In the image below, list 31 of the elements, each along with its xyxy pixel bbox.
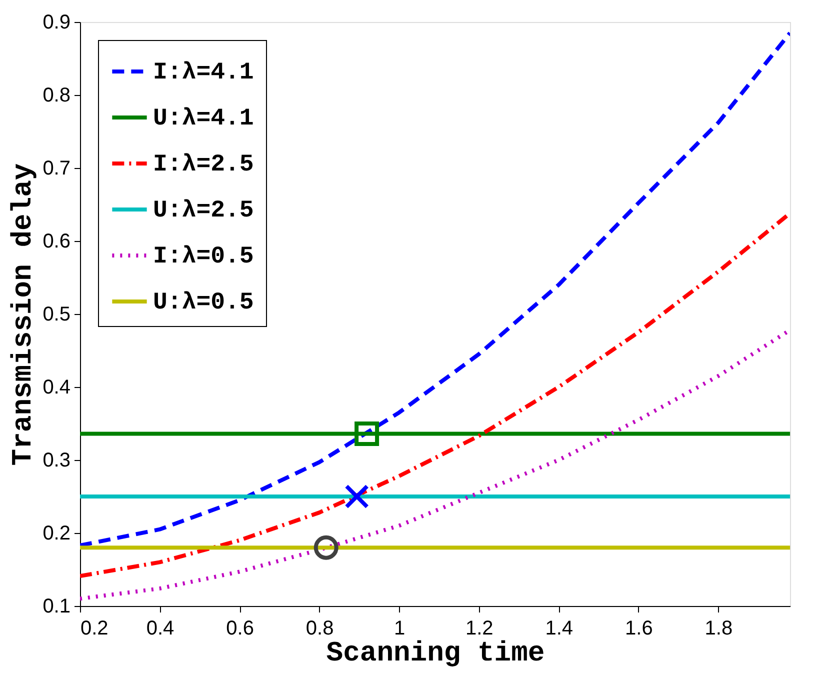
- x-tick-label: 1: [394, 618, 406, 640]
- y-tick-label: 0.1: [42, 596, 70, 618]
- point: [314, 535, 338, 560]
- x-tick-label: 0.6: [226, 618, 254, 640]
- legend-label: U:λ=4.1: [153, 106, 254, 132]
- point: [344, 484, 370, 509]
- y-tick-label: 0.2: [42, 522, 70, 544]
- legend-label: U:λ=2.5: [153, 198, 254, 224]
- y-tick-label: 0.5: [42, 304, 70, 326]
- point: [354, 421, 380, 446]
- legend-label: I:λ=0.5: [153, 244, 254, 270]
- x-tick-label: 0.4: [146, 618, 174, 640]
- line-series: [80, 328, 790, 601]
- legend-label: I:λ=2.5: [153, 152, 254, 178]
- x-tick-label: 1.6: [625, 618, 653, 640]
- legend-label: U:λ=0.5: [153, 290, 254, 316]
- x-tick-label: 0.2: [80, 618, 108, 640]
- x-tick-label: 1.8: [704, 618, 733, 640]
- x-tick-label: 1.4: [545, 618, 574, 640]
- y-tick-label: 0.3: [42, 450, 70, 472]
- y-tick-label: 0.8: [42, 84, 70, 106]
- y-tick-label: 0.6: [42, 230, 70, 252]
- x-axis-title: Scanning time: [326, 638, 545, 670]
- y-axis-title: Transmission delay: [8, 163, 40, 466]
- legend-label: I:λ=4.1: [153, 60, 254, 86]
- x-tick-label: 1.2: [465, 618, 494, 640]
- line-series: [80, 30, 790, 548]
- y-tick-label: 0.7: [42, 158, 70, 180]
- y-tick-label: 0.9: [42, 12, 70, 34]
- x-tick-label: 0.8: [306, 618, 334, 640]
- y-tick-label: 0.4: [42, 376, 70, 398]
